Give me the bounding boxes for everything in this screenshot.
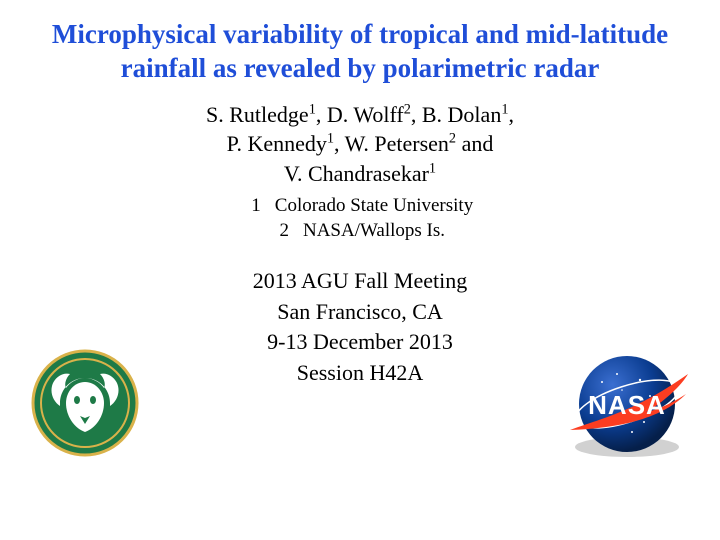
affiliation-number: 2 <box>275 218 303 244</box>
affiliations: 1Colorado State University 2NASA/Wallops… <box>0 189 720 244</box>
affiliation-name: Colorado State University <box>275 195 473 216</box>
affiliation-row: 1Colorado State University <box>60 193 660 219</box>
slide-title: Microphysical variability of tropical an… <box>0 0 720 94</box>
author-line-1: S. Rutledge1, D. Wolff2, B. Dolan1, <box>60 100 660 130</box>
author-line-3: V. Chandrasekar1 <box>60 159 660 189</box>
nasa-text: NASA <box>588 390 666 420</box>
affiliation-name: NASA/Wallops Is. <box>303 220 445 241</box>
meeting-line: San Francisco, CA <box>60 297 660 328</box>
affiliation-row: 2NASA/Wallops Is. <box>60 218 660 244</box>
nasa-logo-icon: NASA <box>562 352 692 462</box>
meeting-line: 2013 AGU Fall Meeting <box>60 266 660 297</box>
author-list: S. Rutledge1, D. Wolff2, B. Dolan1, P. K… <box>0 94 720 189</box>
csu-logo-icon <box>30 348 140 458</box>
author-line-2: P. Kennedy1, W. Petersen2 and <box>60 129 660 159</box>
affiliation-number: 1 <box>247 193 275 219</box>
